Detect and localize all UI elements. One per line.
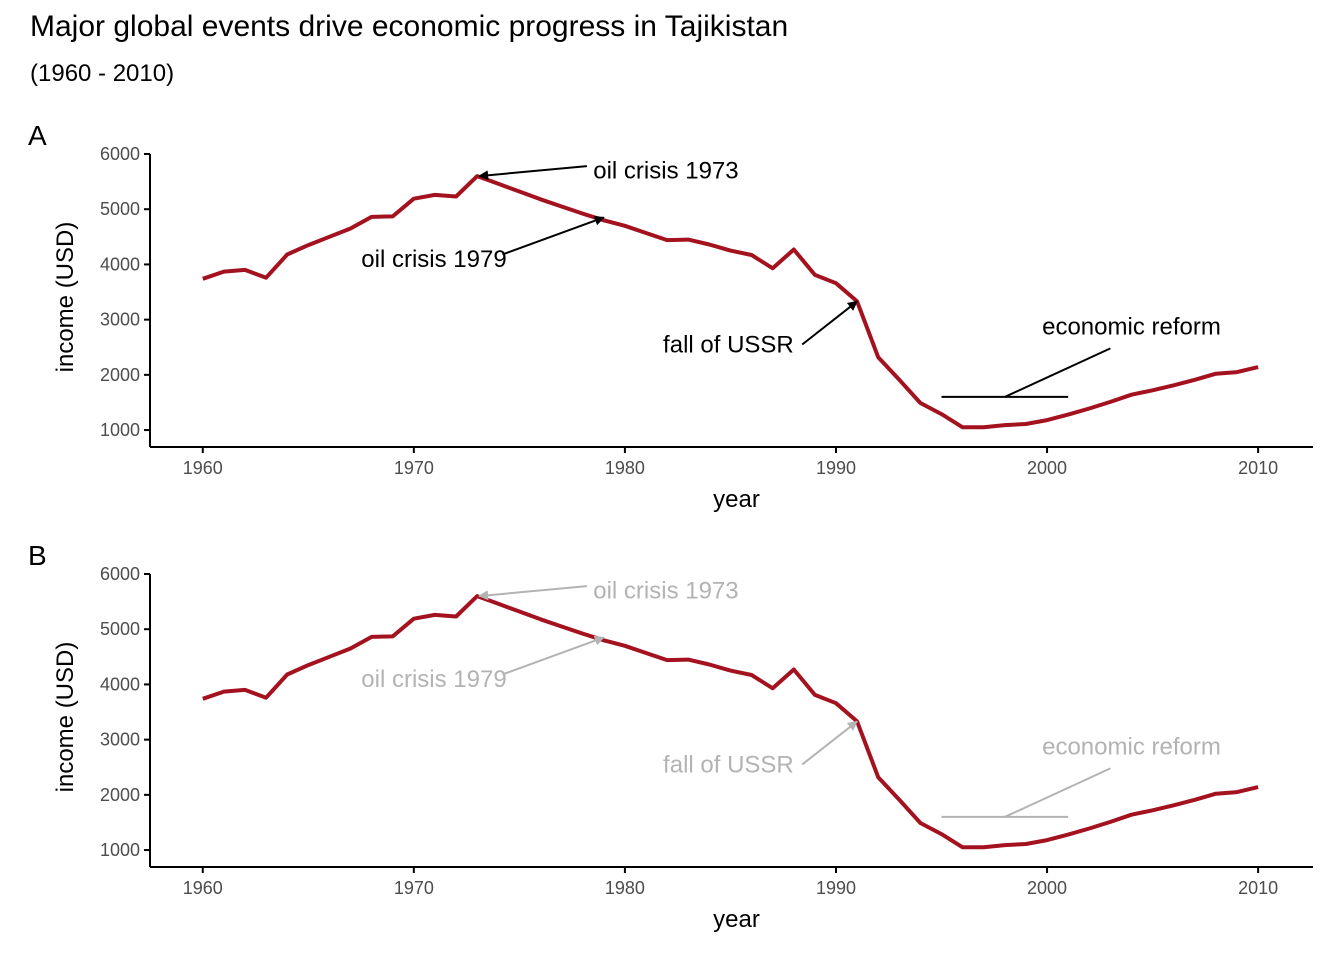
annotation-leader-reform	[1004, 767, 1111, 818]
annotation-label-ussr: fall of USSR	[663, 331, 794, 358]
y-tick-label: 1000	[100, 420, 140, 440]
annotation-label-oil-1979: oil crisis 1979	[361, 246, 506, 273]
annotation-leader-reform	[1004, 347, 1111, 398]
x-tick-label: 1960	[183, 458, 223, 478]
annotation-arrow-oil-1973	[478, 585, 588, 601]
x-tick-label: 2010	[1238, 458, 1278, 478]
panel-tag-a: A	[28, 120, 47, 151]
x-tick-label: 1980	[605, 458, 645, 478]
annotation-arrow-oil-1973	[478, 165, 588, 181]
y-tick-label: 6000	[100, 564, 140, 584]
y-axis-title: income (USD)	[52, 642, 79, 793]
y-tick-label: 3000	[100, 730, 140, 750]
annotation-arrow-ussr	[801, 300, 858, 346]
annotation-label-ussr: fall of USSR	[663, 751, 794, 778]
annotation-label-oil-1979: oil crisis 1979	[361, 666, 506, 693]
y-tick-label: 5000	[100, 199, 140, 219]
x-tick-label: 1970	[394, 458, 434, 478]
x-tick-label: 1990	[816, 458, 856, 478]
x-axis-title: year	[713, 906, 760, 933]
x-tick-label: 1970	[394, 878, 434, 898]
y-tick-label: 4000	[100, 674, 140, 694]
annotation-label-oil-1973: oil crisis 1973	[593, 578, 738, 605]
x-tick-label: 1960	[183, 878, 223, 898]
income-series-line	[202, 174, 1259, 430]
annotation-label-reform: economic reform	[1042, 733, 1221, 760]
income-series-line	[202, 594, 1259, 850]
line-chart-panel-b: 1000 2000 3000 4000 5000 6000 1960 1970 1980 1990…	[52, 564, 1313, 933]
y-tick-label: 6000	[100, 144, 140, 164]
annotation-arrow-oil-1979	[502, 215, 605, 256]
line-chart-panel-a: 1000 2000 3000 4000 5000 6000 1960 1970 1980 1990…	[52, 144, 1313, 513]
y-tick-label: 5000	[100, 619, 140, 639]
x-tick-label: 1990	[816, 878, 856, 898]
annotation-label-reform: economic reform	[1042, 313, 1221, 340]
panel-tag-b: B	[28, 540, 47, 571]
chart-title: Major global events drive economic progr…	[30, 10, 789, 43]
x-axis-title: year	[713, 486, 760, 513]
annotation-label-oil-1973: oil crisis 1973	[593, 158, 738, 185]
x-tick-label: 2000	[1027, 878, 1067, 898]
y-tick-label: 2000	[100, 785, 140, 805]
y-tick-label: 1000	[100, 840, 140, 860]
x-tick-label: 1980	[605, 878, 645, 898]
annotation-arrow-oil-1979	[502, 635, 605, 676]
y-tick-label: 3000	[100, 310, 140, 330]
y-tick-label: 4000	[100, 254, 140, 274]
chart-subtitle: (1960 - 2010)	[30, 60, 175, 87]
x-tick-label: 2000	[1027, 458, 1067, 478]
annotation-arrow-ussr	[801, 720, 858, 766]
y-tick-label: 2000	[100, 365, 140, 385]
y-axis-title: income (USD)	[52, 222, 79, 373]
x-tick-label: 2010	[1238, 878, 1278, 898]
